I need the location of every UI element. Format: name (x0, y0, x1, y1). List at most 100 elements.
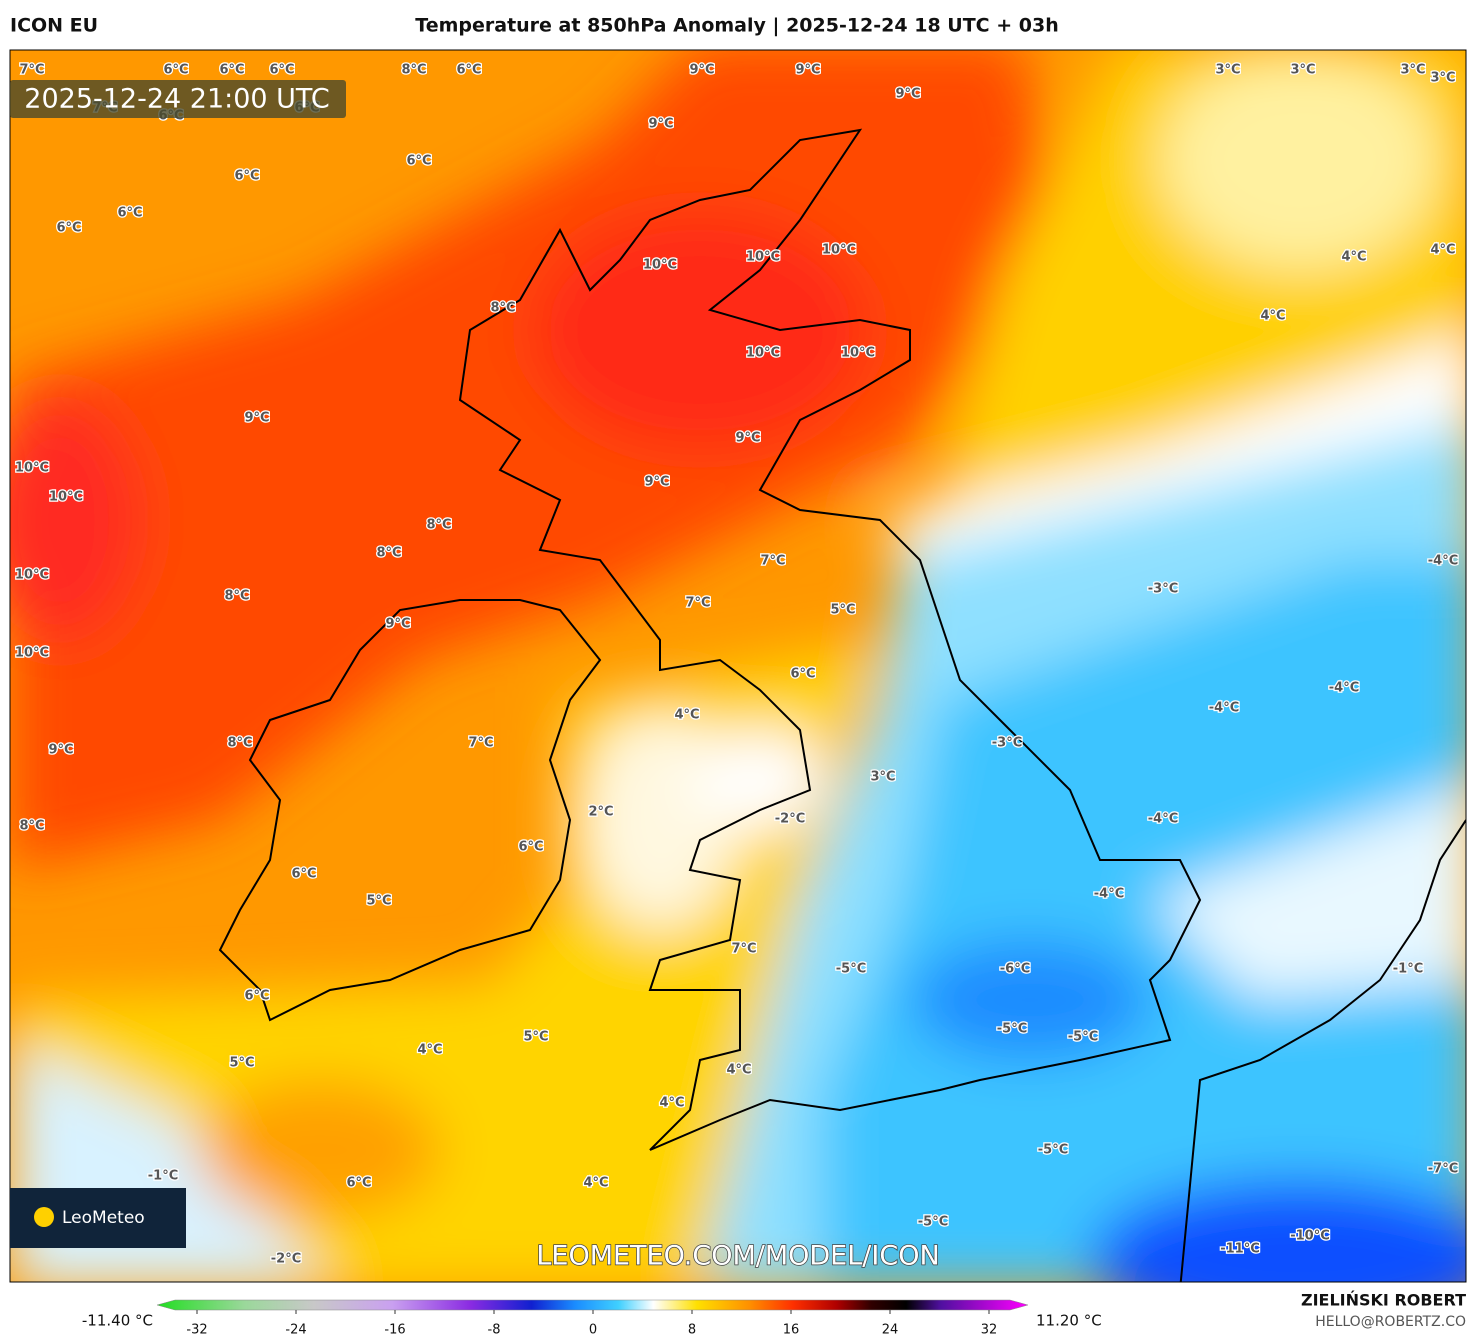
temperature-label: 4°C (659, 1096, 684, 1111)
temperature-label: -6°C (1000, 962, 1030, 977)
temperature-label: -1°C (148, 1169, 178, 1184)
model-name: ICON EU (10, 15, 98, 37)
temperature-label: -10°C (1290, 1229, 1330, 1244)
temperature-label: 5°C (229, 1056, 254, 1071)
temperature-label: -11°C (1220, 1242, 1260, 1257)
temperature-label: -2°C (271, 1252, 301, 1267)
temperature-label: 10°C (643, 258, 677, 273)
temperature-label: 3°C (1215, 63, 1240, 78)
temperature-label: 5°C (830, 603, 855, 618)
temperature-label: 6°C (56, 221, 81, 236)
temperature-label: -3°C (992, 736, 1022, 751)
colorbar-min: -11.40 °C (82, 1312, 153, 1330)
temperature-label: 3°C (1430, 71, 1455, 86)
temperature-label: 5°C (523, 1030, 548, 1045)
temperature-label: 8°C (376, 546, 401, 561)
temperature-label: 10°C (822, 243, 856, 258)
temperature-label: 3°C (1290, 63, 1315, 78)
temperature-label: 4°C (1260, 309, 1285, 324)
temperature-label: -5°C (1068, 1030, 1098, 1045)
temperature-label: 6°C (234, 169, 259, 184)
timestamp: 2025-12-24 21:00 UTC (24, 84, 329, 115)
temperature-label: 9°C (895, 87, 920, 102)
colorbar-tick-label: 16 (783, 1323, 800, 1338)
temperature-label: 9°C (735, 431, 760, 446)
temperature-label: 4°C (583, 1176, 608, 1191)
temperature-label: 8°C (426, 518, 451, 533)
temperature-label: -5°C (836, 962, 866, 977)
temperature-label: -1°C (1393, 962, 1423, 977)
temperature-label: 10°C (841, 346, 875, 361)
email: HELLO@ROBERTZ.CO (1315, 1314, 1466, 1330)
temperature-label: 4°C (1341, 250, 1366, 265)
temperature-label: 6°C (269, 63, 294, 78)
temperature-label: -5°C (1038, 1143, 1068, 1158)
colorbar-tick-label: 24 (882, 1323, 899, 1338)
temperature-label: 6°C (117, 206, 142, 221)
colorbar-max: 11.20 °C (1036, 1312, 1102, 1330)
temperature-label: 8°C (401, 63, 426, 78)
temperature-label: 6°C (346, 1176, 371, 1191)
logo: LeoMeteo (62, 1208, 145, 1228)
temperature-label: 5°C (366, 894, 391, 909)
temperature-label: 4°C (726, 1063, 751, 1078)
temperature-label: 8°C (490, 301, 515, 316)
author: ZIELIŃSKI ROBERT (1301, 1291, 1466, 1310)
temperature-label: 6°C (790, 667, 815, 682)
temperature-label: 8°C (227, 736, 252, 751)
temperature-label: 8°C (19, 819, 44, 834)
chart-title: Temperature at 850hPa Anomaly | 2025-12-… (415, 15, 1058, 37)
temperature-label: 4°C (417, 1043, 442, 1058)
temperature-label: -5°C (997, 1022, 1027, 1037)
colorbar-tick-label: 8 (688, 1323, 696, 1338)
temperature-label: -4°C (1209, 701, 1239, 716)
temperature-label: 6°C (291, 867, 316, 882)
temperature-label: 10°C (746, 250, 780, 265)
temperature-label: 9°C (385, 617, 410, 632)
map-field (10, 50, 1466, 1282)
temperature-label: 2°C (588, 805, 613, 820)
colorbar-tick-label: -8 (488, 1323, 501, 1338)
temperature-label: -4°C (1329, 681, 1359, 696)
map-frame (9, 49, 1467, 1283)
temperature-label: 9°C (648, 117, 673, 132)
temperature-label: 7°C (468, 736, 493, 751)
coastlines (218, 128, 1466, 1282)
temperature-label: 9°C (795, 63, 820, 78)
temperature-label: 7°C (19, 63, 44, 78)
temperature-label: 7°C (731, 942, 756, 957)
temperature-label: -3°C (1148, 582, 1178, 597)
colorbar-tick-label: -32 (186, 1323, 207, 1338)
temperature-label: 6°C (219, 63, 244, 78)
temperature-label: 9°C (48, 743, 73, 758)
colorbar-tick-label: -16 (384, 1323, 405, 1338)
temperature-label: 4°C (1430, 243, 1455, 258)
temperature-label: 3°C (1400, 63, 1425, 78)
temperature-label: 3°C (870, 770, 895, 785)
temperature-label: 10°C (15, 646, 49, 661)
temperature-label: 10°C (746, 346, 780, 361)
colorbar-tick-label: 0 (589, 1323, 597, 1338)
temperature-label: 9°C (689, 63, 714, 78)
temperature-label: -4°C (1094, 887, 1124, 902)
timestamp-box (10, 80, 346, 118)
temperature-label: 6°C (406, 154, 431, 169)
temperature-label: 8°C (224, 589, 249, 604)
colorbar-tick-label: 32 (981, 1323, 998, 1338)
temperature-label: 6°C (518, 840, 543, 855)
temperature-label: 6°C (456, 63, 481, 78)
temperature-label: -4°C (1148, 812, 1178, 827)
temperature-label: 6°C (163, 63, 188, 78)
colorbar-tick-label: -24 (285, 1323, 306, 1338)
temperature-label: 10°C (15, 461, 49, 476)
watermark: LEOMETEO.COM/MODEL/ICON (536, 1241, 939, 1272)
colorbar (156, 1299, 1029, 1311)
logo-sun (34, 1207, 54, 1227)
temperature-label: -4°C (1428, 554, 1458, 569)
temperature-label: 7°C (760, 554, 785, 569)
temperature-label: 7°C (685, 596, 710, 611)
temperature-label: -5°C (918, 1215, 948, 1230)
map-labels: 7°C 6°C 6°C 6°C 8°C 6°C 9°C 9°C 3°C 3°C 3°C 3°C 7°C 6… (14, 61, 1460, 1268)
